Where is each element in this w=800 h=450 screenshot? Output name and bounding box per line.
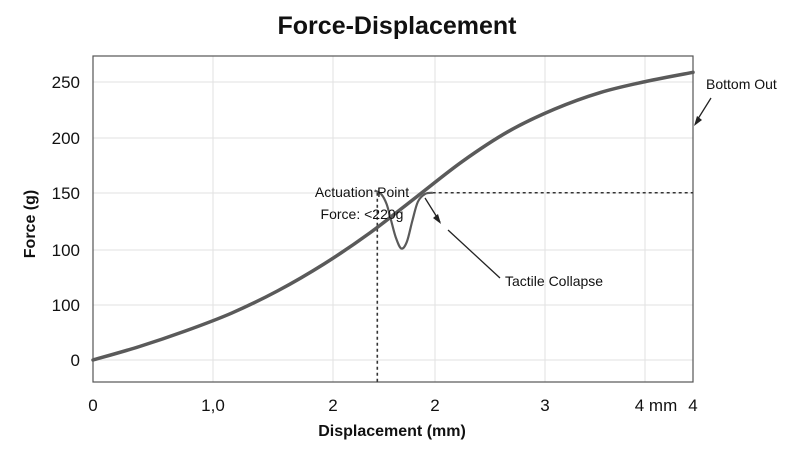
chart-title: Force-Displacement xyxy=(278,12,518,40)
grid xyxy=(92,55,694,383)
x-tick-label: 1,0 xyxy=(201,396,225,415)
annotations: Actuation Point Force: <220g Tactile Colla… xyxy=(315,76,777,289)
x-tick-label: 0 xyxy=(88,396,97,415)
y-tick-label: 0 xyxy=(71,351,80,370)
y-tick-label: 100 xyxy=(52,296,80,315)
x-tick-label: 2 xyxy=(430,396,439,415)
y-tick-label: 150 xyxy=(52,184,80,203)
x-tick-label: 3 xyxy=(540,396,549,415)
plot-frame xyxy=(92,55,694,383)
y-tick-label: 350 xyxy=(52,0,80,4)
tick-labels: 0 1,0 2 2 3 4 mm 4 0 100 100 150 200 250 350 xyxy=(52,0,698,415)
bottom-out-label: Bottom Out xyxy=(706,76,777,92)
y-tick-label: 250 xyxy=(52,73,80,92)
x-tick-label: 2 xyxy=(328,396,337,415)
actuation-arrowhead xyxy=(433,214,441,224)
tactile-leader xyxy=(447,229,501,279)
force-curve-series xyxy=(91,70,695,362)
x-tick-label: 4 mm xyxy=(635,396,678,415)
tactile-dip-curve xyxy=(374,189,433,250)
y-tick-label: 200 xyxy=(52,129,80,148)
tactile-collapse-label: Tactile Collapse xyxy=(505,273,603,289)
x-tick-label: 4 xyxy=(688,396,697,415)
x-axis-label: Displacement (mm) xyxy=(318,423,466,440)
actuation-label-line1: Actuation Point xyxy=(315,184,409,200)
force-curve xyxy=(91,70,695,362)
y-tick-label: 100 xyxy=(52,241,80,260)
tactile-collapse-dip xyxy=(374,189,693,382)
actuation-label-line2: Force: <220g xyxy=(321,206,404,222)
bottom-out-arrowhead xyxy=(694,116,702,126)
y-axis-label: Force (g) xyxy=(22,190,39,258)
